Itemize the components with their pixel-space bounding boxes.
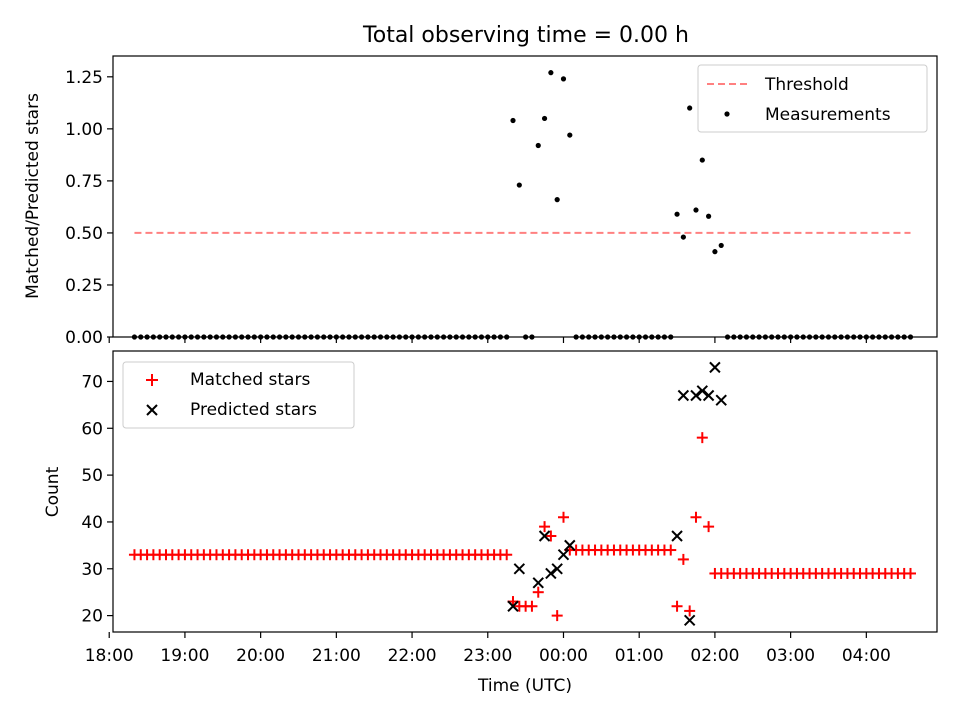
matched-star-point (905, 567, 917, 579)
y-tick-label: 60 (81, 419, 103, 439)
matched-star-point (526, 600, 538, 612)
y-tick-label: 0.75 (65, 172, 103, 192)
legend-matched-swatch (146, 374, 158, 386)
bottom-legend: Matched stars Predicted stars (122, 361, 355, 429)
x-axis-label: Time (UTC) (477, 676, 572, 696)
y-tick-label: 0.00 (65, 328, 103, 348)
predicted-star-point (715, 394, 727, 406)
measurement-point (535, 142, 541, 149)
matched-star-point (501, 549, 513, 561)
x-tick-label: 23:00 (463, 646, 512, 666)
measurement-point (687, 105, 693, 111)
top-x-ticks (108, 337, 867, 343)
bottom-chart: 20 30 40 50 60 70 18:00 19:00 20:00 21:00 22:00 23… (43, 350, 938, 696)
matched-star-point (557, 511, 569, 523)
predicted-star-point (683, 614, 696, 626)
y-tick-label: 20 (81, 607, 103, 627)
x-tick-label: 20:00 (236, 646, 285, 666)
legend-predicted-swatch (146, 404, 158, 416)
bottom-y-ticks: 20 30 40 50 60 70 (81, 372, 113, 627)
predicted-star-point (538, 530, 551, 542)
matched-star-point (684, 605, 696, 617)
predicted-star-point (545, 567, 557, 580)
matched-star-point (539, 521, 551, 533)
legend-predicted-label: Predicted stars (190, 400, 317, 420)
top-y-axis-label: Matched/Predicted stars (23, 93, 43, 299)
measurement-point (712, 249, 718, 255)
predicted-star-point (696, 385, 708, 397)
y-tick-label: 1.00 (65, 120, 103, 140)
predicted-star-point (507, 600, 519, 612)
x-tick-label: 00:00 (539, 646, 588, 666)
x-tick-label: 02:00 (690, 646, 739, 666)
bottom-axes-frame (112, 350, 938, 633)
legend-threshold-label: Threshold (764, 75, 849, 95)
measurement-point (560, 76, 567, 82)
x-tick-label: 21:00 (312, 646, 361, 666)
y-tick-label: 0.25 (65, 276, 103, 296)
predicted-star-point (690, 389, 702, 402)
matched-star-point (696, 432, 708, 444)
x-tick-label: 19:00 (160, 646, 209, 666)
y-tick-label: 1.25 (65, 68, 103, 88)
matched-star-point (551, 610, 563, 622)
legend-measurements-swatch (724, 111, 730, 117)
measurement-point (674, 211, 680, 217)
predicted-star-point (677, 389, 690, 402)
legend-matched-label: Matched stars (190, 370, 310, 390)
matched-star-point (545, 530, 557, 542)
top-chart: Total observing time = 0.00 h 0.000.250.… (23, 23, 938, 348)
measurement-point (706, 213, 712, 219)
measurement-point (567, 132, 573, 138)
bottom-y-axis-label: Count (43, 466, 63, 517)
y-tick-label: 0.50 (65, 224, 103, 244)
measurement-point (510, 117, 516, 124)
measurement-point (541, 115, 548, 122)
predicted-star-point (557, 549, 570, 561)
matched-star-point (671, 600, 683, 612)
x-tick-label: 22:00 (388, 646, 437, 666)
measurement-point (554, 197, 560, 203)
measurement-point (548, 70, 554, 76)
matched-star-point (665, 544, 677, 556)
measurement-point (680, 234, 686, 240)
y-tick-label: 40 (81, 513, 103, 533)
predicted-star-point (532, 577, 544, 589)
bottom-plot-area (128, 361, 917, 626)
predicted-star-point (564, 539, 576, 552)
top-y-ticks: 0.00 0.25 0.50 0.75 1.00 1.25 (65, 68, 113, 348)
predicted-star-point (671, 530, 683, 542)
top-axes-frame (112, 55, 938, 338)
x-tick-label: 18:00 (85, 646, 134, 666)
predicted-star-point (702, 389, 715, 402)
matched-star-point (532, 586, 544, 598)
predicted-star-point (709, 361, 721, 374)
measurement-point (718, 242, 724, 249)
measurement-point (699, 157, 705, 163)
bottom-x-ticks: 18:00 19:00 20:00 21:00 22:00 23:00 00:00 01:00… (85, 632, 891, 666)
y-tick-label: 70 (81, 372, 103, 392)
x-tick-label: 01:00 (615, 646, 664, 666)
predicted-star-point (551, 563, 563, 575)
x-tick-label: 04:00 (842, 646, 891, 666)
matched-star-point (677, 553, 689, 565)
x-tick-label: 03:00 (766, 646, 815, 666)
legend-measurements-label: Measurements (765, 105, 891, 125)
y-tick-label: 30 (81, 560, 103, 580)
measurement-point (693, 207, 699, 213)
chart-title: Total observing time = 0.00 h (362, 23, 689, 48)
top-legend: Threshold Measurements (697, 64, 928, 133)
predicted-star-point (513, 563, 526, 575)
matched-star-point (690, 511, 702, 523)
measurement-point (516, 182, 522, 188)
y-tick-label: 50 (81, 466, 103, 486)
matched-star-point (703, 521, 715, 533)
